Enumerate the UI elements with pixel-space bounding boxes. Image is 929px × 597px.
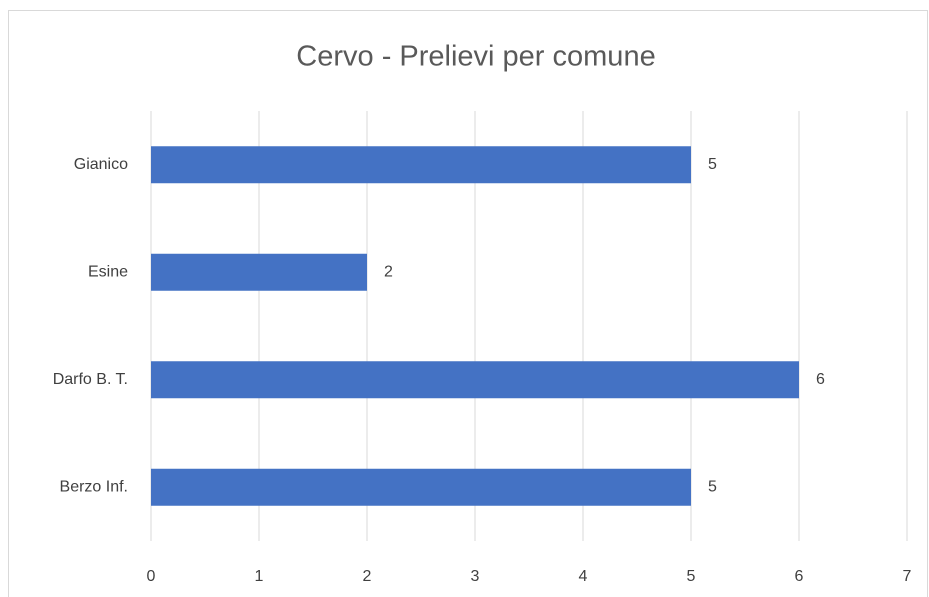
bar: [151, 146, 691, 184]
x-tick-label: 5: [687, 568, 696, 585]
x-tick-label: 3: [471, 568, 480, 585]
chart-border: [8, 10, 928, 597]
y-tick-label: Esine: [88, 263, 128, 280]
x-tick-label: 4: [579, 568, 588, 585]
bar: [151, 468, 691, 506]
x-tick-label: 2: [363, 568, 372, 585]
data-label: 6: [816, 371, 825, 388]
y-tick-label: Darfo B. T.: [53, 371, 128, 388]
x-tick-label: 0: [147, 568, 156, 585]
data-label: 5: [708, 478, 717, 495]
y-tick-label: Gianico: [74, 156, 128, 173]
data-label: 5: [708, 156, 717, 173]
chart-title: Cervo - Prelievi per comune: [296, 41, 655, 73]
x-tick-label: 7: [903, 568, 912, 585]
x-tick-label: 6: [795, 568, 804, 585]
bar: [151, 253, 367, 291]
x-tick-label: 1: [255, 568, 264, 585]
y-tick-label: Berzo Inf.: [60, 478, 128, 495]
data-label: 2: [384, 263, 393, 280]
bar: [151, 361, 799, 399]
